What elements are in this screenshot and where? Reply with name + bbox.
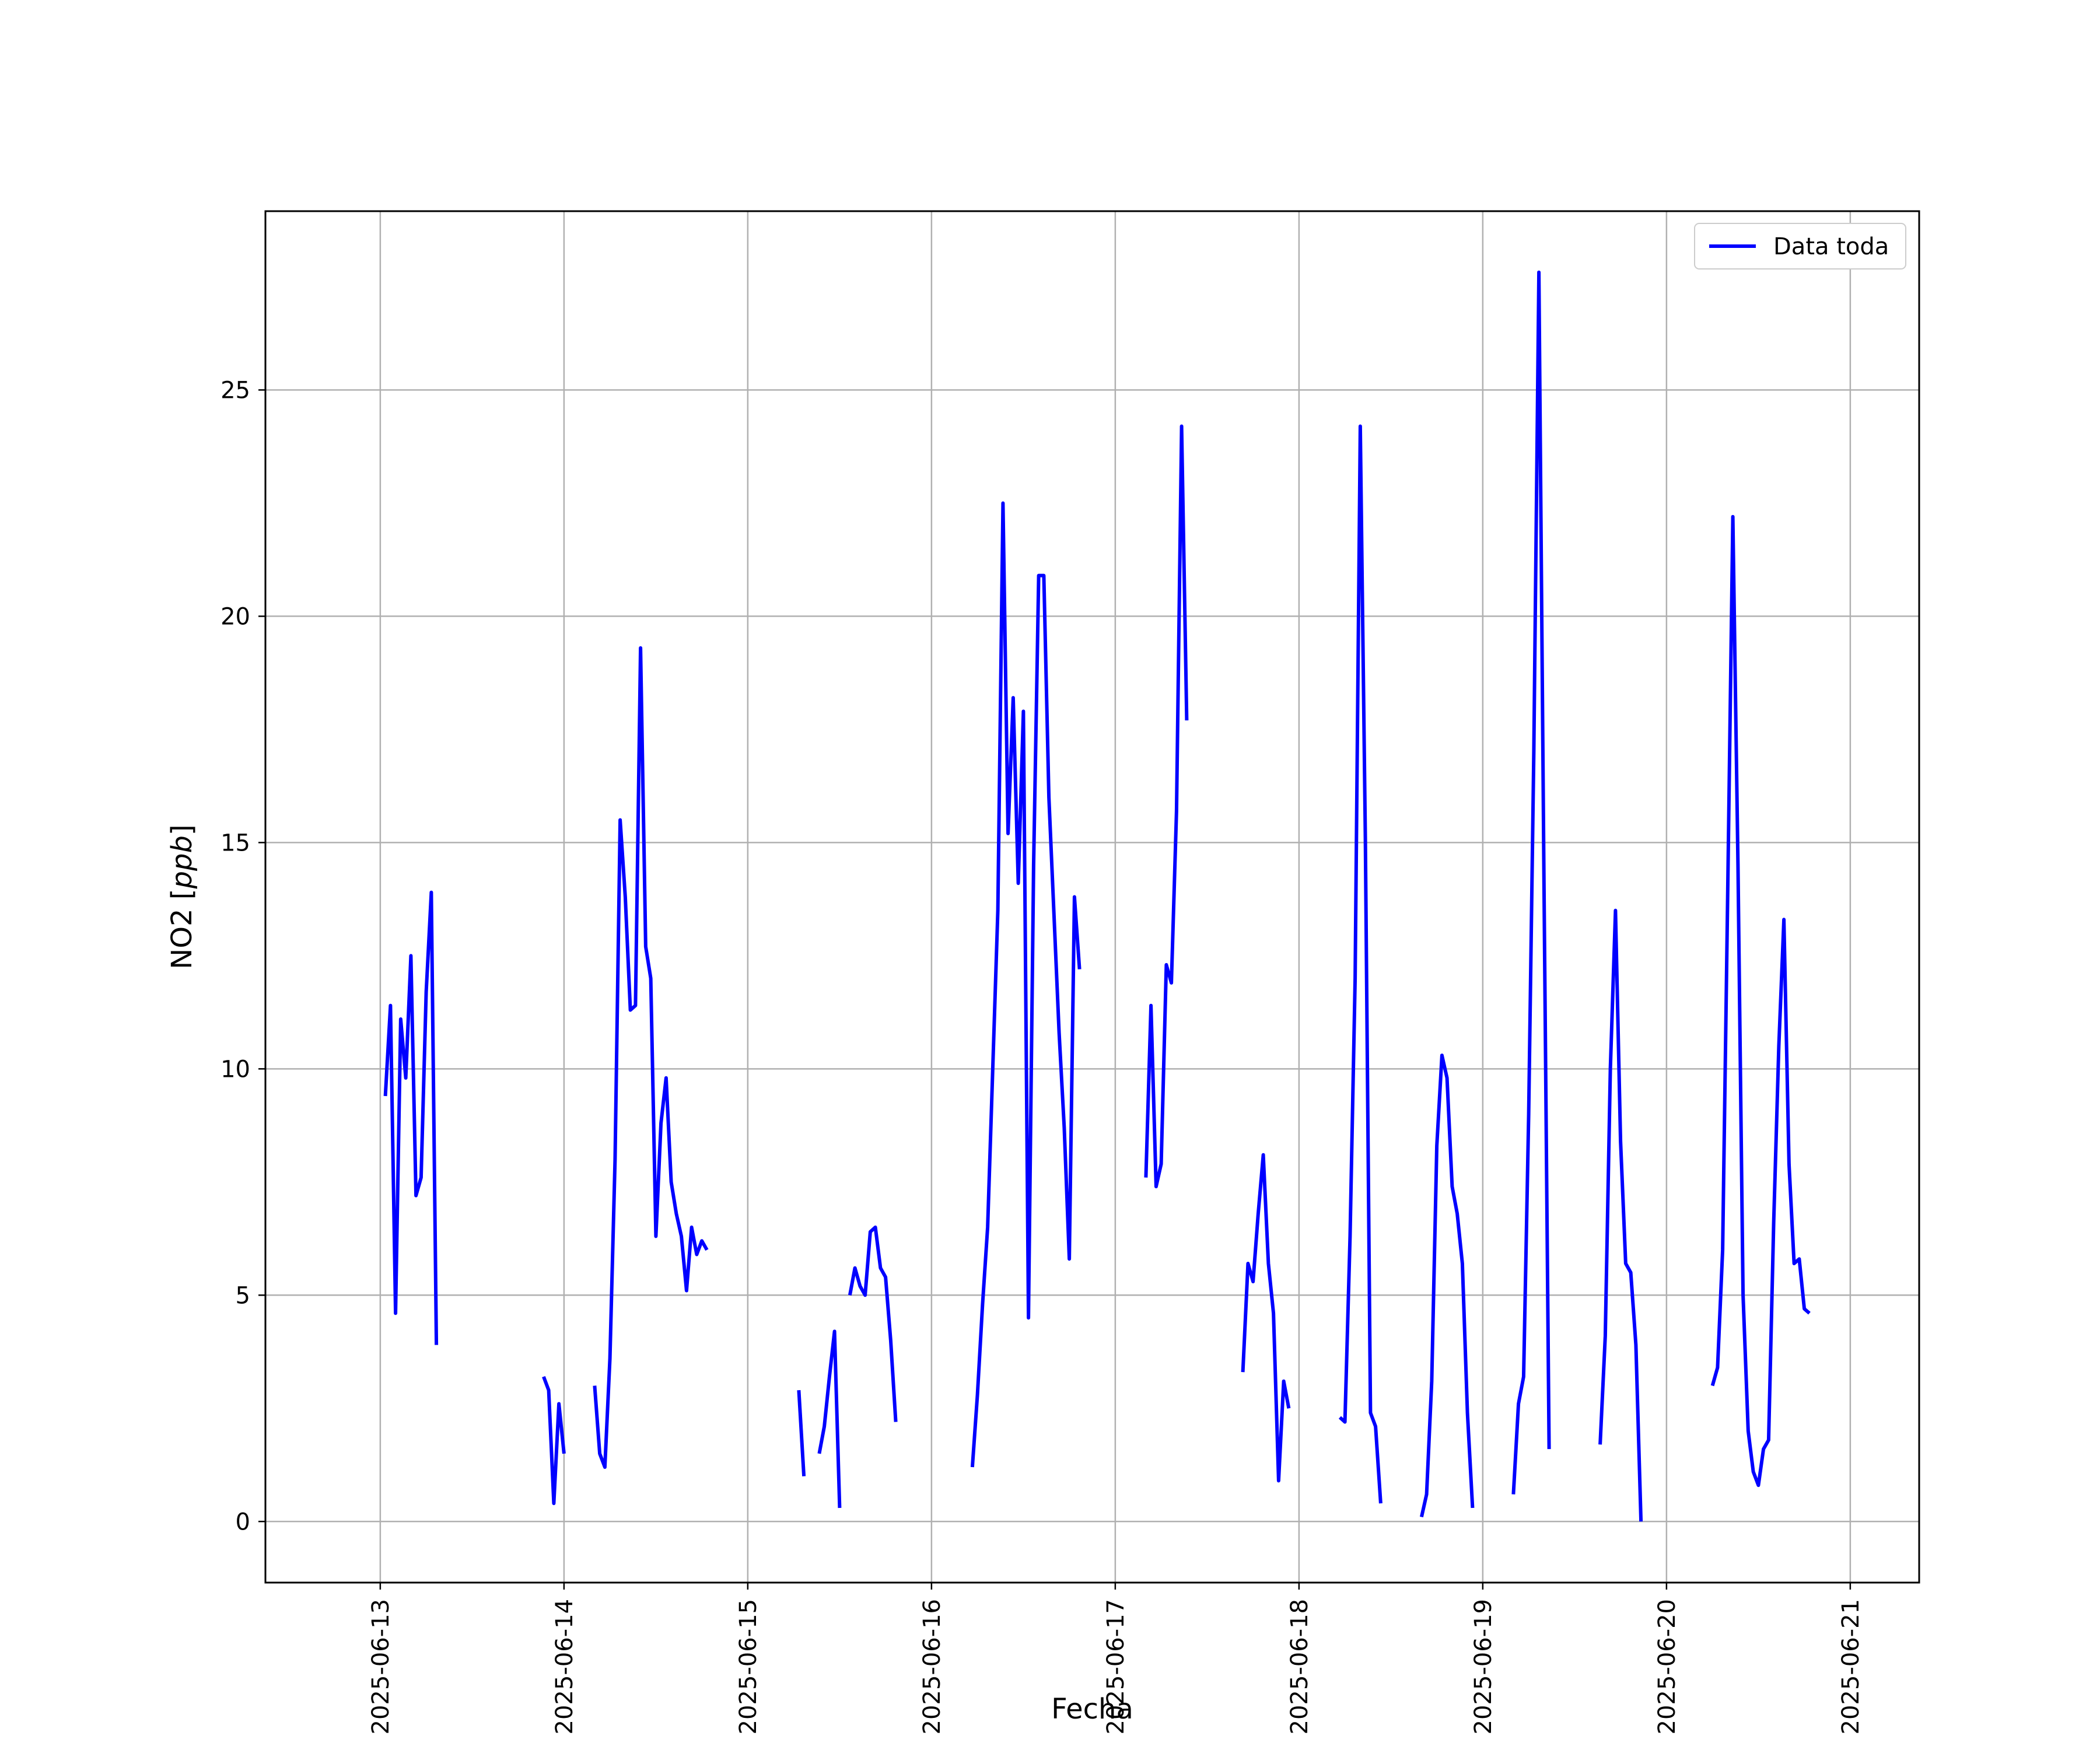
x-tick-label: 2025-06-19 <box>1470 1599 1497 1734</box>
axis-ticks: 2025-06-13 2025-06-14 2025-06-15 2025-06-16… <box>220 377 1864 1734</box>
legend-box <box>1694 223 1906 270</box>
series-line-segment <box>383 890 439 1345</box>
y-axis-label: NO2 [ppb] <box>166 824 198 969</box>
x-tick-label: 2025-06-17 <box>1102 1599 1129 1734</box>
series-data-toda <box>383 270 1811 1522</box>
series-line-segment <box>1338 424 1382 1504</box>
series-line-segment <box>1419 1054 1475 1518</box>
x-tick-label: 2025-06-16 <box>919 1599 946 1734</box>
series-line-segment <box>542 1376 566 1506</box>
x-tick-label: 2025-06-14 <box>551 1599 578 1734</box>
plot-area <box>264 210 1920 1584</box>
series-line-segment <box>817 1329 842 1508</box>
y-tick-label: 25 <box>220 377 250 404</box>
series-line-segment <box>593 646 709 1469</box>
series-line-segment <box>848 1225 898 1422</box>
x-tick-label: 2025-06-21 <box>1838 1599 1864 1734</box>
series-line-segment <box>797 1390 806 1476</box>
legend: Data toda <box>1694 223 1906 270</box>
series-line-segment <box>1241 1153 1291 1483</box>
x-tick-label: 2025-06-13 <box>368 1599 394 1734</box>
series-line-segment <box>970 501 1082 1468</box>
series-line-segment <box>1144 424 1189 1189</box>
series-line-segment <box>1710 514 1811 1488</box>
x-tick-label: 2025-06-15 <box>735 1599 762 1734</box>
x-tick-label: 2025-06-20 <box>1654 1599 1681 1734</box>
x-axis-label: Fecha <box>1051 1693 1133 1726</box>
legend-label: Data toda <box>1773 233 1889 260</box>
grid <box>265 211 1919 1583</box>
series-line-segment <box>1511 270 1551 1494</box>
series-line-segment <box>1598 908 1643 1522</box>
y-tick-label: 5 <box>236 1282 250 1309</box>
y-tick-label: 10 <box>220 1056 250 1083</box>
y-tick-label: 20 <box>220 603 250 630</box>
y-tick-label: 0 <box>236 1508 250 1535</box>
y-tick-label: 15 <box>220 830 250 856</box>
x-tick-label: 2025-06-18 <box>1286 1599 1313 1734</box>
